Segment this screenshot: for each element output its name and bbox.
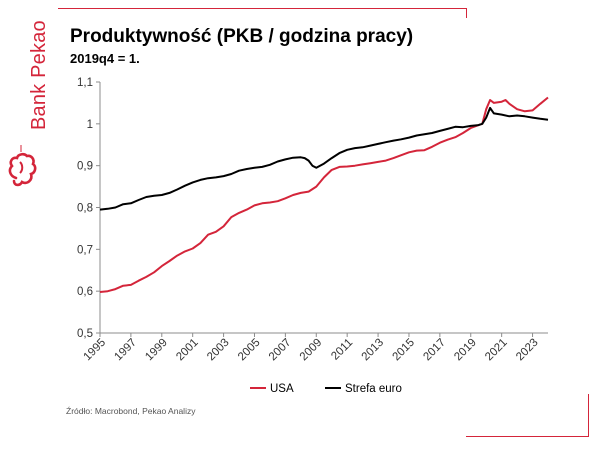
x-tick-label: 2009 <box>298 337 325 364</box>
y-tick-label: 1,1 <box>77 77 93 89</box>
series-line-usa <box>99 96 549 293</box>
chart-legend: USA Strefa euro <box>250 383 402 395</box>
x-tick-label: 1995 <box>82 337 109 364</box>
y-tick-label: 1 <box>87 119 93 131</box>
x-tick-label: 1997 <box>112 337 139 364</box>
x-tick-label: 2021 <box>483 337 510 364</box>
x-tick-label: 2023 <box>514 337 541 364</box>
y-tick-label: 0,7 <box>77 244 93 256</box>
pekao-logo-icon <box>8 145 37 187</box>
source-note: Źródło: Macrobond, Pekao Analizy <box>66 406 196 416</box>
x-tick-label: 2015 <box>391 337 418 364</box>
frame-top-accent <box>58 8 467 18</box>
legend-label-usa: USA <box>270 383 294 395</box>
y-tick-label: 0,8 <box>77 203 93 215</box>
brand-logo: Bank Pekao <box>0 0 50 210</box>
y-tick-label: 0,9 <box>77 161 93 173</box>
x-tick-label: 2013 <box>360 337 387 364</box>
frame-bottom-accent <box>466 394 589 437</box>
x-tick-label: 2005 <box>236 337 263 364</box>
x-tick-label: 2019 <box>452 337 479 364</box>
y-tick-label: 0,5 <box>77 328 93 340</box>
x-tick-label: 2017 <box>421 337 448 364</box>
x-tick-label: 1999 <box>143 337 170 364</box>
legend-label-strefa-euro: Strefa euro <box>345 383 402 395</box>
chart-subtitle: 2019q4 = 1. <box>70 51 140 66</box>
y-tick-label: 0,6 <box>77 286 93 298</box>
chart-title: Produktywność (PKB / godzina pracy) <box>70 26 414 47</box>
x-tick-label: 2001 <box>174 337 201 364</box>
chart-series <box>99 96 549 293</box>
x-tick-label: 2003 <box>205 337 232 364</box>
series-line-strefa-euro <box>99 106 549 211</box>
x-tick-label: 2007 <box>267 337 294 364</box>
x-tick-label: 2011 <box>329 337 355 363</box>
